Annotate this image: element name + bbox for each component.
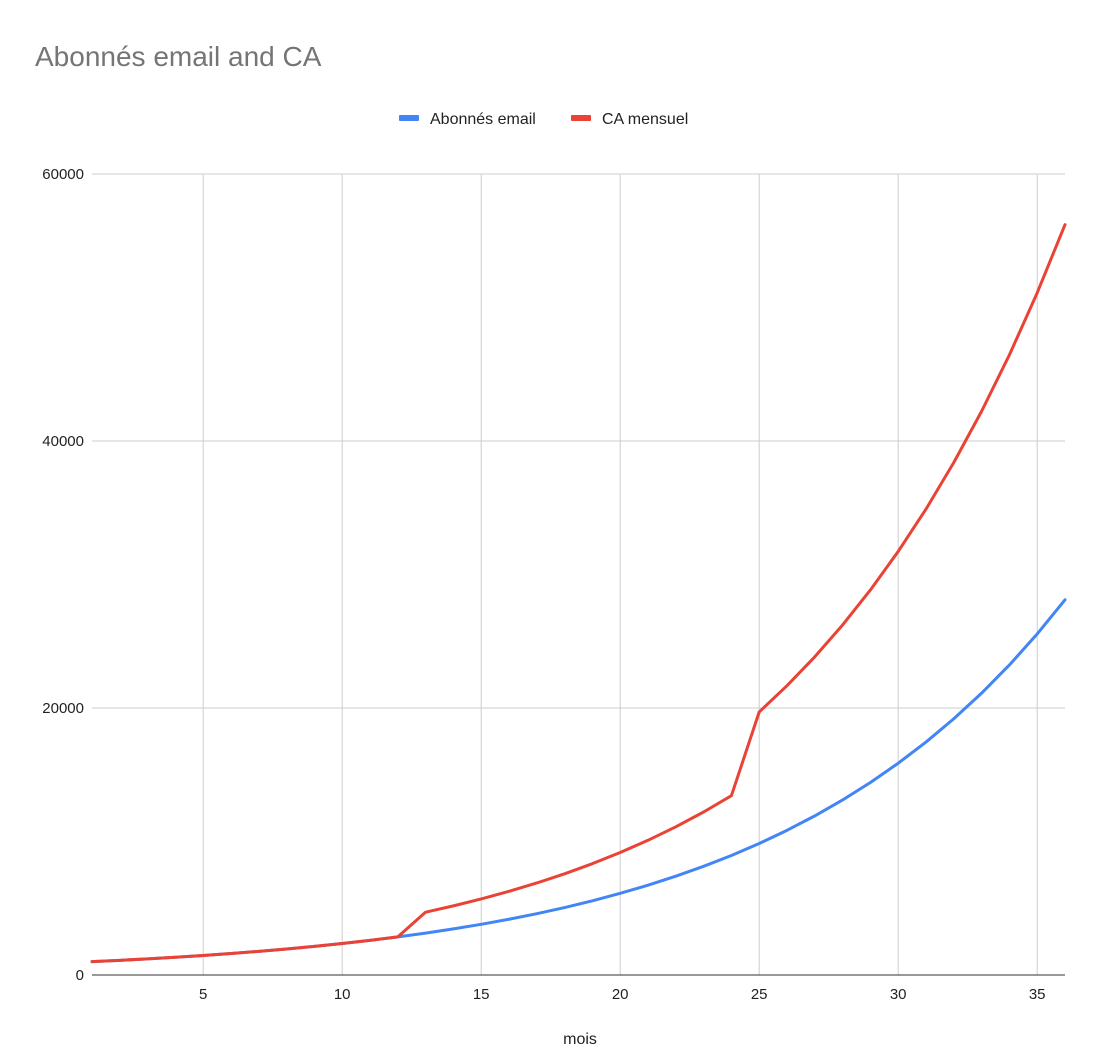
x-tick-label-35: 35 <box>1029 986 1046 1003</box>
x-tick-label-5: 5 <box>199 986 207 1003</box>
series-lines <box>90 223 1067 964</box>
y-tick-label-40000: 40000 <box>42 433 84 450</box>
legend: Abonnés email CA mensuel <box>399 111 688 128</box>
y-tick-label-60000: 60000 <box>42 166 84 183</box>
y-tick-label-20000: 20000 <box>42 700 84 717</box>
x-tick-label-25: 25 <box>751 986 768 1003</box>
y-tick-label-0: 0 <box>76 967 84 984</box>
legend-item-abonnes-email: Abonnés email <box>399 111 536 128</box>
series-line-ca-mensuel <box>90 223 1067 964</box>
chart-title: Abonnés email and CA <box>35 41 322 72</box>
x-tick-label-20: 20 <box>612 986 629 1003</box>
x-axis-ticks: 5 10 15 20 25 30 35 <box>199 986 1046 1003</box>
x-tick-label-30: 30 <box>890 986 907 1003</box>
y-axis-ticks: 0 20000 40000 60000 <box>42 166 84 984</box>
legend-swatch-ca-mensuel <box>571 115 591 121</box>
x-tick-label-10: 10 <box>334 986 351 1003</box>
legend-swatch-abonnes-email <box>399 115 419 121</box>
legend-item-ca-mensuel: CA mensuel <box>571 111 688 128</box>
legend-label-abonnes-email: Abonnés email <box>430 111 536 128</box>
gridlines <box>92 173 1065 975</box>
x-axis-title: mois <box>563 1031 597 1048</box>
legend-label-ca-mensuel: CA mensuel <box>602 111 688 128</box>
x-tick-label-15: 15 <box>473 986 490 1003</box>
